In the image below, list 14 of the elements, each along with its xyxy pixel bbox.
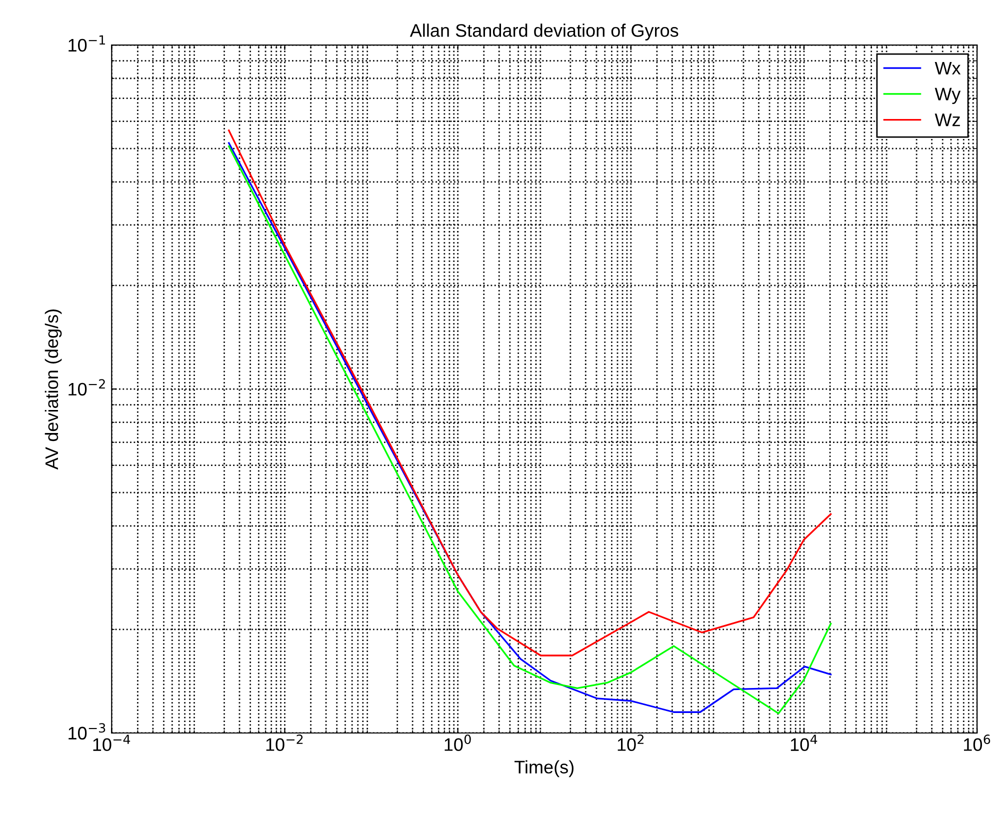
x-axis-title: Time(s) <box>514 760 574 778</box>
y-tick-label: 10$^{−1}$ <box>68 35 105 52</box>
y-axis-title: AV deviation (deg/s) <box>44 310 62 470</box>
y-tick-label: 10$^{−2}$ <box>68 379 105 396</box>
x-tick-label: 10$^{2}$ <box>618 734 644 751</box>
x-tick-label: 10$^{−2}$ <box>266 734 303 751</box>
x-tick-label: 10$^{0}$ <box>444 734 471 751</box>
legend-label: Wz <box>934 114 960 126</box>
legend-label: Wx <box>934 62 961 74</box>
legend-label: Wy <box>934 88 961 104</box>
x-tick-label: 10$^{6}$ <box>964 734 990 751</box>
x-tick-label: 10$^{4}$ <box>790 734 818 752</box>
x-tick-label: 10$^{−4}$ <box>93 734 130 752</box>
chart-title: Allan Standard deviation of Gyros <box>410 24 678 40</box>
